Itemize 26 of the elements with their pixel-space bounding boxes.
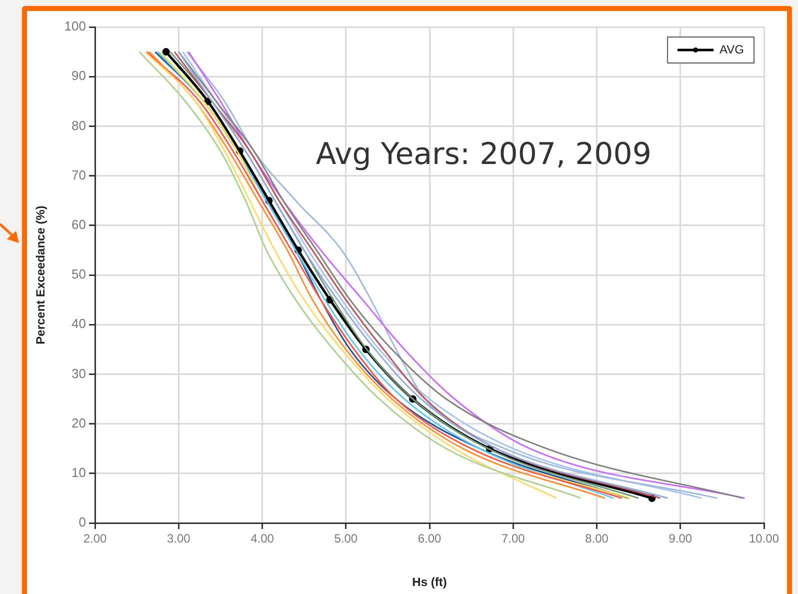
x-axis-title: Hs (ft): [412, 575, 447, 590]
y-axis-title: Percent Exceedance (%): [34, 206, 48, 344]
x-tick-label: 9.00: [668, 532, 692, 546]
x-tick-label: 7.00: [501, 532, 526, 546]
x-tick-label: 10.00: [748, 532, 780, 546]
x-tick-label: 3.00: [166, 532, 191, 546]
legend-label: AVG: [720, 42, 744, 56]
point: [162, 48, 170, 56]
y-tick-label: 20: [72, 415, 86, 430]
y-tick-label: 60: [72, 216, 86, 232]
x-tick-label: 4.00: [250, 532, 274, 546]
annotation: Avg Years: 2007, 2009: [316, 136, 652, 172]
y-tick-label: 0: [78, 514, 86, 530]
y-tick-label: 40: [72, 316, 86, 332]
y-tick-label: 90: [72, 68, 86, 84]
x-tick-label: 5.00: [334, 532, 358, 546]
x-tick-label: 2.00: [83, 532, 107, 546]
y-tick-label: 30: [72, 366, 86, 381]
y-tick-label: 50: [72, 266, 86, 282]
y-tick-label: 100: [64, 18, 86, 34]
x-tick-label: 8.00: [585, 532, 609, 546]
y-tick-label: 70: [72, 167, 86, 182]
x-tick-label: 6.00: [418, 532, 442, 546]
y-tick-label: 10: [72, 464, 86, 480]
y-tick-label: 80: [72, 118, 86, 133]
point: [326, 296, 334, 304]
